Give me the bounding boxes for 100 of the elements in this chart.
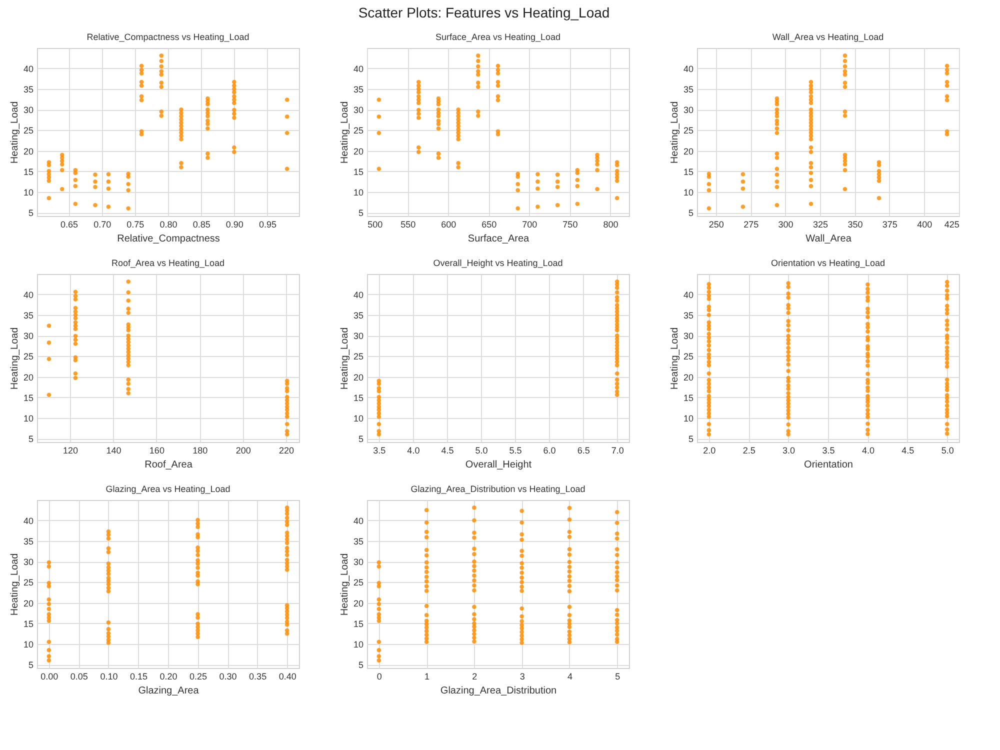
y-tick-label: 25: [23, 578, 34, 588]
point: [472, 617, 476, 622]
point: [520, 576, 524, 580]
point: [126, 322, 130, 327]
chart-title: Relative_Compactness vs Heating_Load: [86, 32, 250, 42]
chart-title: Glazing_Area vs Heating_Load: [106, 484, 230, 494]
point: [866, 394, 870, 398]
x-tick-label: 6.5: [577, 446, 590, 456]
point: [944, 352, 950, 358]
point: [416, 80, 421, 84]
y-axis-title: Heating_Load: [669, 327, 680, 390]
x-tick-label: 3.5: [373, 446, 386, 456]
point: [139, 68, 144, 72]
point: [456, 117, 460, 122]
point: [46, 168, 52, 174]
point: [842, 84, 848, 90]
point: [126, 333, 130, 338]
point: [46, 658, 52, 663]
point: [520, 614, 524, 618]
x-tick-label: 0.20: [160, 672, 178, 682]
point: [106, 186, 111, 191]
point: [472, 588, 476, 593]
point: [567, 547, 572, 552]
point: [159, 54, 164, 58]
point: [614, 520, 620, 525]
x-tick-label: 550: [400, 220, 416, 230]
point: [46, 606, 52, 612]
point: [555, 184, 560, 190]
point: [126, 182, 130, 186]
point: [284, 620, 290, 624]
point: [842, 168, 848, 172]
point: [706, 182, 712, 186]
point: [196, 622, 200, 626]
point: [567, 534, 572, 539]
point: [774, 96, 780, 101]
y-tick-label: 5: [688, 434, 694, 444]
point: [416, 112, 421, 116]
point: [232, 116, 236, 120]
point: [614, 295, 620, 300]
point: [944, 408, 950, 412]
point: [944, 129, 950, 134]
y-tick-label: 20: [23, 372, 34, 382]
point: [944, 427, 950, 432]
point: [376, 597, 382, 602]
point: [46, 356, 52, 362]
point: [706, 282, 712, 286]
point: [786, 302, 790, 308]
point: [424, 618, 429, 623]
x-tick-label: 300: [778, 220, 794, 230]
point: [842, 152, 848, 157]
y-tick-label: 15: [23, 618, 34, 629]
point: [595, 168, 600, 172]
point: [46, 580, 52, 586]
x-tick-label: 0.25: [190, 672, 208, 682]
point: [73, 310, 78, 314]
point: [595, 152, 600, 157]
point: [106, 565, 111, 570]
point: [232, 112, 236, 116]
point: [555, 180, 560, 184]
y-tick-label: 15: [23, 166, 34, 177]
y-axis-title: Heating_Load: [9, 101, 20, 164]
y-tick-label: 5: [358, 660, 364, 670]
point: [786, 383, 790, 388]
y-tick-label: 25: [353, 352, 364, 362]
point: [944, 349, 950, 354]
x-tick-label: 120: [63, 446, 78, 456]
point: [706, 428, 712, 432]
point: [786, 334, 790, 338]
point: [944, 311, 950, 316]
y-tick-label: 30: [23, 105, 34, 116]
point: [740, 186, 746, 191]
point: [555, 172, 560, 177]
x-tick-label: 0.75: [126, 220, 144, 230]
point: [472, 568, 476, 573]
point: [842, 69, 848, 74]
point: [842, 186, 848, 192]
point: [232, 94, 236, 99]
y-tick-label: 5: [358, 208, 364, 218]
point: [73, 355, 78, 360]
point: [614, 378, 620, 382]
x-tick-label: 220: [279, 446, 294, 456]
point: [46, 602, 52, 606]
point: [944, 345, 950, 350]
point: [376, 560, 382, 565]
x-tick-label: 325: [813, 220, 828, 230]
point: [520, 622, 524, 628]
point: [866, 352, 870, 356]
point: [786, 432, 790, 437]
y-tick-label: 25: [683, 126, 694, 136]
point: [866, 412, 870, 416]
point: [808, 161, 814, 166]
point: [786, 323, 790, 328]
y-axis-title: Heating_Load: [339, 101, 350, 164]
point: [740, 204, 746, 209]
point: [60, 168, 64, 172]
point: [706, 385, 712, 390]
point: [808, 150, 814, 154]
y-tick-label: 25: [353, 578, 364, 588]
point: [706, 411, 712, 416]
point: [944, 84, 950, 88]
